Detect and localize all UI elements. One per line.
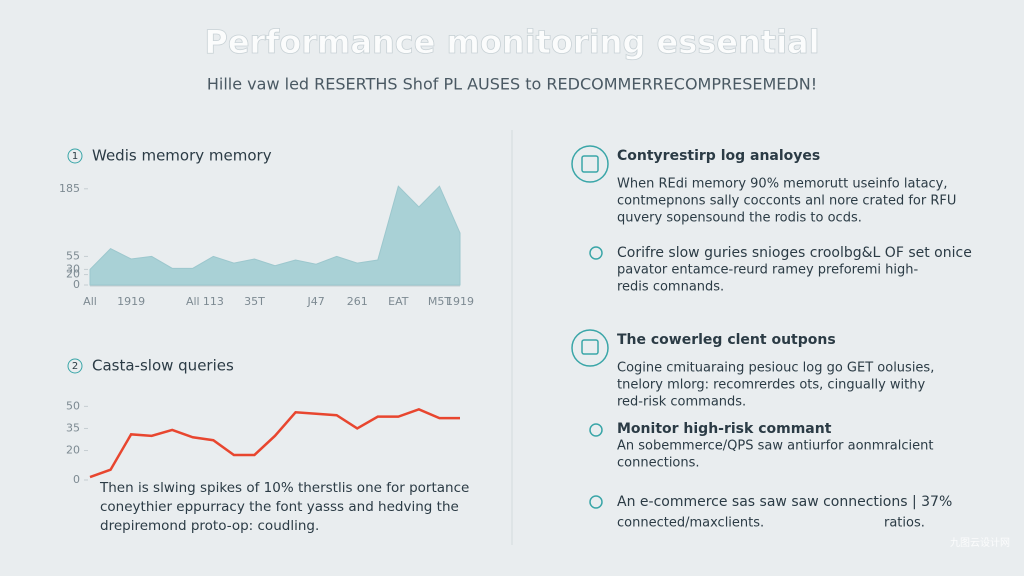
- badge: 1: [72, 151, 78, 162]
- x-tick-label: 35T: [244, 295, 265, 308]
- annotation: drepiremond proto-op: coudling.: [100, 518, 319, 534]
- y-tick-label: 20: [66, 268, 80, 281]
- annotation: Then is slwing spikes of 10% therstlis o…: [99, 480, 469, 496]
- subtitle: Hille vaw led RESERTHS Shof PL AUSES to …: [207, 75, 817, 94]
- x-tick-label: 261: [347, 295, 368, 308]
- section-title: The cowerleg clent outpons: [617, 332, 836, 348]
- section-text: An sobemmerce/QPS saw antiurfor aonmralc…: [617, 439, 933, 454]
- y-tick-label: 30: [66, 262, 80, 275]
- y-tick-label: 185: [59, 182, 80, 195]
- section-text: When REdi memory 90% memorutt useinfo la…: [617, 177, 948, 192]
- y-tick-label: 20: [66, 444, 80, 457]
- section-text: pavator entamce-reurd ramey preforemi hi…: [617, 263, 918, 278]
- icons: [571, 145, 609, 509]
- section-title: Corifre slow guries snioges croolbg&L OF…: [617, 245, 972, 261]
- section-text: contmepnons sally cocconts anl nore crat…: [617, 194, 956, 209]
- section-text: ratios.: [884, 516, 925, 531]
- title: Performance monitoring essential: [204, 23, 819, 61]
- section-text: connected/maxclients.: [617, 516, 764, 531]
- section-text: connections.: [617, 456, 700, 471]
- watermark: 九图云设计网: [950, 536, 1010, 549]
- x-tick-label: M5T: [428, 295, 451, 308]
- badge: 2: [72, 361, 78, 372]
- x-tick-label: EAT: [388, 295, 409, 308]
- y-tick-label: 35: [66, 421, 80, 434]
- section-text: red-risk commands.: [617, 395, 746, 410]
- section-title: An e-commerce sas saw saw connections | …: [617, 494, 952, 510]
- badge-circle: [67, 148, 83, 164]
- area: [89, 185, 461, 286]
- section-title: Contyrestirp log analoyes: [617, 148, 820, 164]
- section-text: Cogine cmituaraing pesiouc log go GET oo…: [617, 361, 934, 376]
- line: [89, 407, 460, 479]
- y-tick-label: 55: [66, 249, 80, 262]
- section-text: redis comnands.: [617, 280, 724, 295]
- x-tick-label: 113: [203, 295, 224, 308]
- y-tick-label: 0: [73, 278, 80, 291]
- y-tick-label: 0: [73, 473, 80, 486]
- section-title: Monitor high-risk commant: [617, 421, 832, 437]
- badge-circle: [67, 358, 83, 374]
- annotation: conеythier eppurracy the font yasss and …: [100, 499, 459, 515]
- y-tick-label: 50: [66, 399, 80, 412]
- chart-title: Wedis memory memory: [92, 147, 272, 165]
- x-tick-label: All: [83, 295, 97, 308]
- section-text: quvery sopensound the rodis to ocds.: [617, 211, 862, 226]
- x-tick-label: 1919: [117, 295, 145, 308]
- x-tick-label: 1919: [446, 295, 474, 308]
- x-tick-label: All: [186, 295, 200, 308]
- x-tick-label: J47: [306, 295, 324, 308]
- chart-title: Casta-slow queries: [92, 357, 234, 375]
- section-text: tnelory mlorg: recomrerdes ots, cinguall…: [617, 378, 926, 393]
